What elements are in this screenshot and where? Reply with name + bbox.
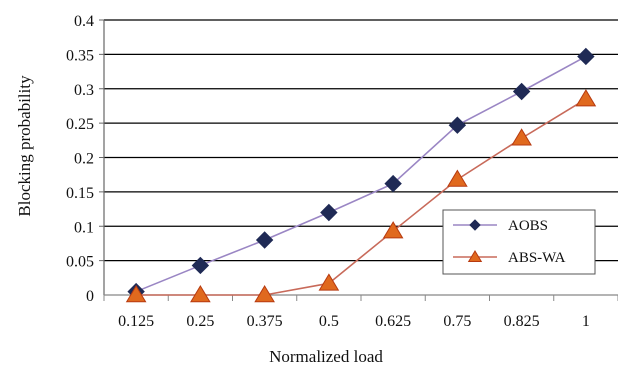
- data-point: [575, 89, 597, 107]
- series-line: [135, 55, 587, 293]
- series-aobs: [127, 47, 595, 301]
- legend-item-aobs: AOBS: [453, 218, 548, 234]
- y-tick-label: 0.2: [74, 151, 94, 168]
- x-tick-label: 1: [582, 313, 590, 330]
- series-abs-wa: [125, 89, 597, 303]
- x-tick-label: 0.625: [375, 313, 411, 330]
- data-point: [511, 128, 532, 146]
- y-tick-label: 0: [86, 288, 94, 305]
- data-point: [191, 256, 210, 275]
- y-tick-label: 0.3: [74, 82, 94, 99]
- data-point: [577, 47, 595, 66]
- legend: AOBS ABS-WA: [442, 209, 596, 275]
- y-tick-label: 0.25: [66, 116, 94, 133]
- x-tick-label: 0.375: [247, 313, 283, 330]
- x-tick-label: 0.125: [118, 313, 154, 330]
- legend-marker: [469, 219, 481, 231]
- data-point: [384, 174, 402, 193]
- series: [125, 47, 597, 303]
- legend-box: [442, 209, 596, 275]
- grid: [104, 19, 618, 262]
- x-tick-label: 0.825: [504, 313, 540, 330]
- legend-label: ABS-WA: [508, 250, 566, 266]
- y-tick-label: 0.4: [74, 13, 94, 30]
- x-axis-label: Normalized load: [269, 347, 383, 366]
- data-point: [382, 221, 404, 239]
- data-point: [190, 285, 211, 303]
- data-point: [125, 285, 147, 303]
- data-point: [320, 203, 338, 222]
- x-tick-label: 0.5: [319, 313, 339, 330]
- data-point: [448, 116, 467, 134]
- y-tick-label: 0.35: [66, 47, 94, 64]
- y-tick-label: 0.15: [66, 185, 94, 202]
- x-tick-labels: 0.125 0.25 0.375 0.5 0.625 0.75 0.825 1: [118, 313, 590, 330]
- data-point: [254, 285, 275, 303]
- data-point: [512, 82, 531, 101]
- series-line: [136, 98, 587, 296]
- legend-label: AOBS: [508, 218, 548, 234]
- y-tick-labels: 0 0.05 0.1 0.15 0.2 0.25 0.3 0.35 0.4: [66, 13, 94, 305]
- data-point: [318, 273, 340, 291]
- legend-marker: [467, 250, 483, 262]
- x-tick-label: 0.75: [443, 313, 471, 330]
- legend-item-abs-wa: ABS-WA: [453, 250, 566, 266]
- x-tick-label: 0.25: [186, 313, 214, 330]
- data-point: [447, 169, 468, 187]
- y-tick-label: 0.1: [74, 219, 94, 236]
- y-axis-label: Blocking probability: [15, 75, 34, 217]
- data-point: [255, 231, 274, 249]
- y-tick-label: 0.05: [66, 254, 94, 271]
